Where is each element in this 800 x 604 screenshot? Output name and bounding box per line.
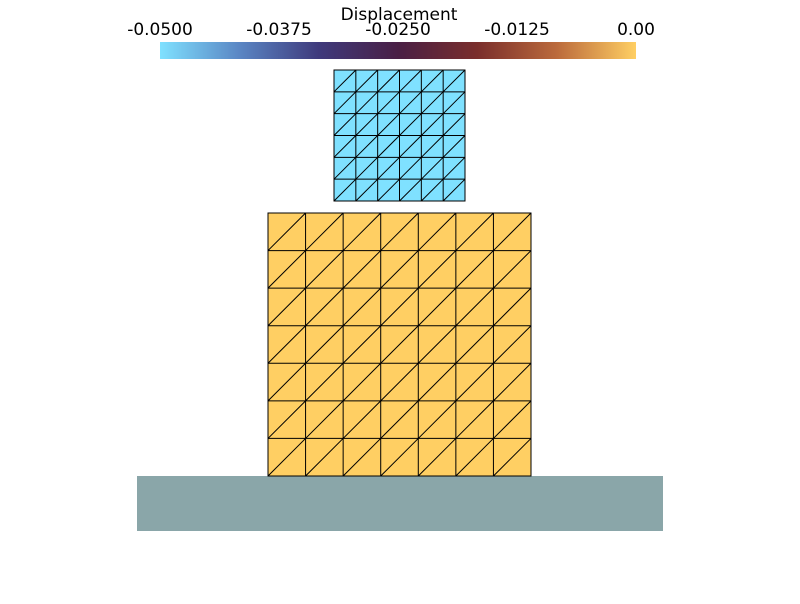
mesh-edges — [333, 69, 466, 202]
colorbar-title: Displacement — [341, 5, 458, 25]
colorbar — [160, 42, 636, 59]
colorbar-tick-label: 0.00 — [617, 20, 655, 40]
colorbar-tick-label: -0.0125 — [484, 20, 550, 40]
colorbar-tick-label: -0.0375 — [246, 20, 312, 40]
colorbar-tick-label: -0.0500 — [127, 20, 193, 40]
ground-plate — [137, 476, 663, 531]
colorbar-tick-label: -0.0250 — [365, 20, 431, 40]
mesh-edges — [267, 212, 532, 477]
